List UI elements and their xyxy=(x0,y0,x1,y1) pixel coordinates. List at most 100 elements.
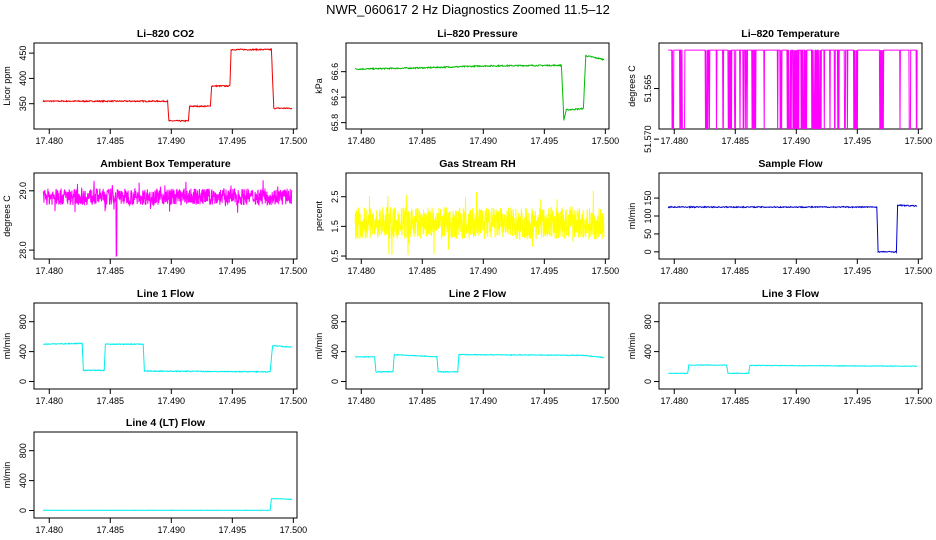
x-tick-label: 17.480 xyxy=(347,136,375,146)
x-tick-label: 17.485 xyxy=(409,396,437,406)
x-tick-label: 17.480 xyxy=(35,266,63,276)
y-tick-label: 0 xyxy=(18,508,28,513)
x-tick-label: 17.480 xyxy=(35,525,63,535)
y-tick-label: 66.6 xyxy=(330,63,340,81)
x-tick-label: 17.485 xyxy=(97,525,125,535)
y-tick-label: 1.5 xyxy=(330,220,340,233)
y-axis-label: ml/min xyxy=(627,203,637,230)
chart-panel: Line 3 Flow 17.480 17.485 17.490 17.495 17.50… xyxy=(627,288,932,406)
x-tick-label: 17.490 xyxy=(470,266,498,276)
x-tick-label: 17.480 xyxy=(660,396,688,406)
x-tick-label: 17.490 xyxy=(783,136,811,146)
x-tick-label: 17.490 xyxy=(158,396,186,406)
x-tick-label: 17.495 xyxy=(219,396,247,406)
x-tick-label: 17.485 xyxy=(722,136,750,146)
x-tick-label: 17.485 xyxy=(97,396,125,406)
chart-panel: Li–820 Temperature 17.480 17.485 17.490 17.4… xyxy=(627,28,932,153)
x-tick-label: 17.500 xyxy=(905,136,933,146)
x-tick-label: 17.480 xyxy=(347,396,375,406)
data-series-line xyxy=(42,47,293,123)
x-tick-label: 17.480 xyxy=(660,136,688,146)
x-tick-label: 17.495 xyxy=(219,525,247,535)
x-tick-label: 17.500 xyxy=(280,396,308,406)
y-tick-label: 450 xyxy=(18,46,28,61)
y-tick-label: 800 xyxy=(18,314,28,329)
y-axis-label: degrees C xyxy=(627,65,637,107)
x-tick-label: 17.495 xyxy=(219,136,247,146)
chart-title: Gas Stream RH xyxy=(439,158,515,170)
chart-title: Sample Flow xyxy=(758,158,823,170)
x-tick-label: 17.500 xyxy=(905,266,933,276)
y-tick-label: 65.8 xyxy=(330,114,340,132)
y-tick-label: 400 xyxy=(18,71,28,86)
y-tick-label: 0.5 xyxy=(330,250,340,263)
x-tick-label: 17.480 xyxy=(347,266,375,276)
chart-title: Line 4 (LT) Flow xyxy=(126,417,206,429)
data-series-line xyxy=(354,190,605,256)
y-axis-label: ml/min xyxy=(314,333,324,360)
x-tick-label: 17.495 xyxy=(844,396,872,406)
y-tick-label: 0 xyxy=(18,379,28,384)
chart-title: Li–820 Pressure xyxy=(437,28,518,40)
x-tick-label: 17.490 xyxy=(783,266,811,276)
plot-frame xyxy=(33,431,298,519)
x-tick-label: 17.485 xyxy=(97,266,125,276)
chart-panel: Ambient Box Temperature 17.480 17.485 17.49… xyxy=(2,158,307,276)
x-tick-label: 17.490 xyxy=(158,136,186,146)
figure-title: NWR_060617 2 Hz Diagnostics Zoomed 11.5–… xyxy=(326,2,610,17)
x-tick-label: 17.490 xyxy=(470,396,498,406)
plot-frame xyxy=(658,302,923,390)
y-axis-label: percent xyxy=(314,200,324,231)
x-tick-label: 17.490 xyxy=(783,396,811,406)
x-tick-label: 17.495 xyxy=(844,266,872,276)
plot-frame xyxy=(33,302,298,390)
x-tick-label: 17.500 xyxy=(592,136,620,146)
y-axis-label: Licor ppm xyxy=(2,66,12,106)
chart-title: Li–820 Temperature xyxy=(741,28,840,40)
plot-frame xyxy=(658,172,923,260)
chart-title: Line 2 Flow xyxy=(449,288,507,300)
y-tick-label: 350 xyxy=(18,96,28,111)
data-series-line xyxy=(43,498,293,511)
y-tick-label: 800 xyxy=(18,443,28,458)
plot-frame xyxy=(33,172,298,260)
plot-frame xyxy=(33,42,298,130)
plot-frame xyxy=(345,172,610,260)
y-tick-label: 0 xyxy=(643,249,653,254)
x-tick-label: 17.480 xyxy=(660,266,688,276)
x-tick-label: 17.495 xyxy=(531,136,559,146)
x-tick-label: 17.500 xyxy=(280,136,308,146)
chart-title: Ambient Box Temperature xyxy=(100,158,231,170)
data-series-line xyxy=(354,54,605,121)
y-tick-label: 66.2 xyxy=(330,88,340,106)
y-tick-label: 51.570 xyxy=(643,125,653,153)
x-tick-label: 17.500 xyxy=(905,396,933,406)
y-tick-label: 100 xyxy=(643,208,653,223)
y-tick-label: 2.5 xyxy=(330,190,340,203)
y-tick-label: 28.0 xyxy=(18,241,28,259)
y-axis-label: degrees C xyxy=(2,195,12,237)
chart-panel: Line 2 Flow 17.480 17.485 17.490 17.495 17.50… xyxy=(314,288,619,406)
chart-panel: Line 1 Flow 17.480 17.485 17.490 17.495 17.50… xyxy=(2,288,307,406)
chart-title: Li–820 CO2 xyxy=(137,28,194,40)
x-tick-label: 17.480 xyxy=(35,136,63,146)
y-tick-label: 400 xyxy=(330,344,340,359)
y-tick-label: 0 xyxy=(643,379,653,384)
chart-panel: Gas Stream RH 17.480 17.485 17.490 17.495 17.… xyxy=(314,158,619,276)
y-tick-label: 400 xyxy=(643,344,653,359)
y-tick-label: 51.565 xyxy=(643,75,653,103)
x-tick-label: 17.485 xyxy=(722,266,750,276)
y-axis-label: kPa xyxy=(314,78,324,94)
x-tick-label: 17.485 xyxy=(722,396,750,406)
x-tick-label: 17.500 xyxy=(592,266,620,276)
data-series-line xyxy=(667,204,918,255)
y-tick-label: 0 xyxy=(330,379,340,384)
plot-frame xyxy=(345,42,610,130)
data-series-line xyxy=(354,353,605,373)
plot-frame xyxy=(345,302,610,390)
x-tick-label: 17.485 xyxy=(409,136,437,146)
y-axis-label: ml/min xyxy=(2,462,12,489)
x-tick-label: 17.495 xyxy=(531,396,559,406)
